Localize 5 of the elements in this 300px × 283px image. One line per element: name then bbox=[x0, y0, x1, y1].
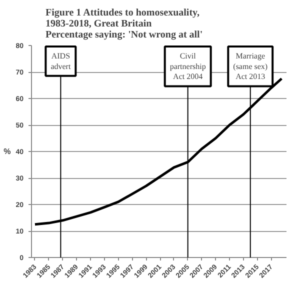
chart-title: Figure 1 Attitudes to homosexuality, 1983-2018, Great Britain Percentage saying: 'Not wrong at all' bbox=[46, 8, 203, 40]
y-axis-title: % bbox=[4, 147, 11, 156]
ref-line-label: AIDS advert bbox=[50, 52, 72, 71]
ref-line-label: Marriage (same sex) Act 2013 bbox=[233, 52, 268, 82]
ref-line-label: Civil partnership Act 2004 bbox=[170, 52, 206, 82]
